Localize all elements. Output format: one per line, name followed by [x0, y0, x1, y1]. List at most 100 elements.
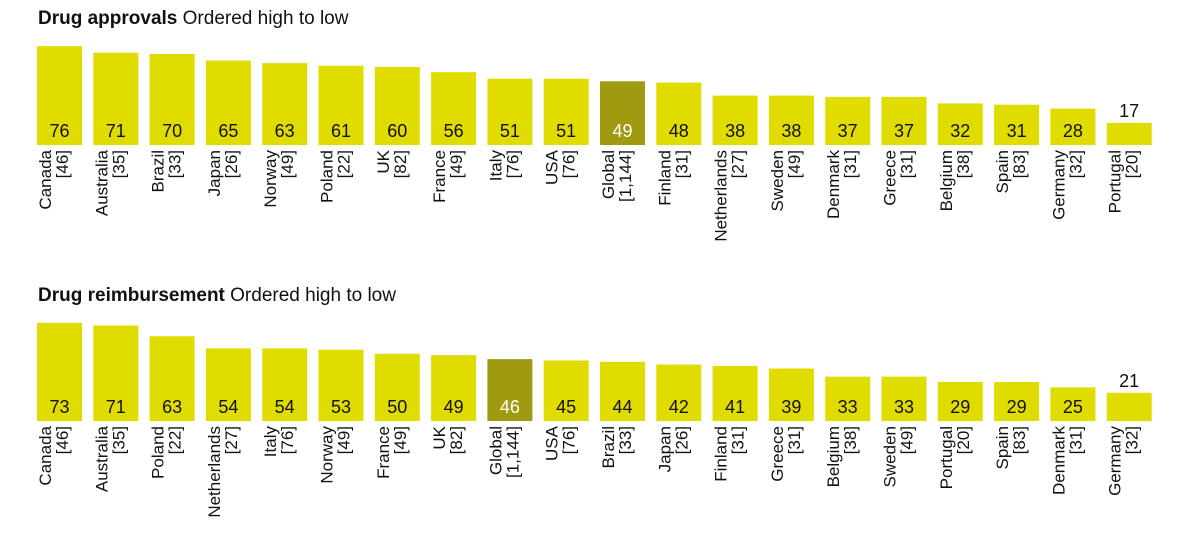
approvals-category-count: [35]: [109, 150, 128, 178]
approvals-category-label-brazil: Brazil[33]: [149, 150, 185, 193]
reimbursement-category-name: Italy: [261, 426, 280, 458]
reimbursement-category-name: Sweden: [881, 426, 900, 487]
approvals-category-name: Brazil: [149, 150, 168, 193]
reimbursement-category-count: [33]: [616, 426, 635, 454]
approvals-category-label-canada: Canada[46]: [36, 149, 72, 209]
approvals-value-greece: 37: [894, 121, 914, 141]
reimbursement-category-label-germany: Germany[32]: [1106, 426, 1142, 496]
approvals-category-label-australia: Australia[35]: [92, 149, 128, 216]
reimbursement-category-label-denmark: Denmark[31]: [1049, 426, 1085, 495]
reimbursement-value-greece: 39: [781, 397, 801, 417]
approvals-category-name: Denmark: [824, 150, 843, 219]
reimbursement-bar-japan: [656, 364, 702, 421]
approvals-value-japan: 65: [218, 121, 238, 141]
reimbursement-category-name: Denmark: [1049, 426, 1068, 495]
approvals-category-name: Poland: [318, 150, 337, 203]
approvals-category-name: USA: [543, 149, 562, 185]
approvals-category-label-spain: Spain[83]: [993, 150, 1029, 193]
reimbursement-category-name: Brazil: [599, 426, 618, 469]
reimbursement-bar-italy: [262, 348, 308, 421]
reimbursement-value-denmark: 25: [1063, 397, 1083, 417]
reimbursement-bar-sweden: [881, 376, 927, 421]
reimbursement-category-label-greece: Greece[31]: [768, 426, 804, 482]
approvals-value-poland: 61: [331, 121, 351, 141]
reimbursement-category-label-sweden: Sweden[49]: [881, 426, 917, 487]
reimbursement-bar-norway: [318, 349, 364, 421]
reimbursement-category-name: Germany: [1106, 426, 1125, 496]
approvals-category-name: Sweden: [768, 150, 787, 211]
reimbursement-value-uk: 49: [444, 397, 464, 417]
approvals-bar-poland: [318, 65, 364, 145]
approvals-bar-greece: [881, 96, 927, 145]
reimbursement-category-label-belgium: Belgium[38]: [824, 426, 860, 487]
reimbursement-category-name: Canada: [36, 425, 55, 485]
reimbursement-value-usa: 45: [556, 397, 576, 417]
approvals-category-count: [49]: [447, 150, 466, 178]
reimbursement-value-belgium: 33: [838, 397, 858, 417]
approvals-bar-norway: [262, 63, 308, 145]
approvals-bar-global: [600, 81, 645, 145]
approvals-subtitle: Ordered high to low: [182, 8, 349, 29]
reimbursement-value-canada: 73: [49, 397, 69, 417]
reimbursement-category-label-japan: Japan[26]: [655, 426, 691, 472]
reimbursement-bar-france: [374, 353, 420, 421]
reimbursement-category-name: Portugal: [937, 426, 956, 489]
reimbursement-bar-spain: [994, 381, 1040, 421]
reimbursement-category-label-usa: USA[76]: [543, 425, 579, 461]
approvals-category-label-sweden: Sweden[49]: [768, 150, 804, 211]
reimbursement-value-finland: 41: [725, 397, 745, 417]
approvals-category-name: Netherlands: [712, 150, 731, 242]
reimbursement-category-count: [35]: [109, 426, 128, 454]
reimbursement-category-label-australia: Australia[35]: [92, 425, 128, 492]
reimbursement-category-count: [49]: [335, 426, 354, 454]
approvals-category-count: [49]: [278, 150, 297, 178]
approvals-bars: 76 Canada[46] 71 Australia[35] 70 Brazil[33] 6…: [36, 46, 1152, 242]
reimbursement-value-france: 50: [387, 397, 407, 417]
reimbursement-category-label-canada: Canada[46]: [36, 425, 72, 485]
approvals-category-count: [32]: [1066, 150, 1085, 178]
approvals-value-france: 56: [444, 121, 464, 141]
approvals-bar-brazil: [149, 54, 195, 145]
approvals-category-label-global: Global[1,144]: [599, 150, 635, 202]
reimbursement-category-name: Australia: [92, 425, 111, 492]
reimbursement-value-australia: 71: [106, 397, 126, 417]
approvals-value-uk: 60: [387, 121, 407, 141]
reimbursement-category-label-italy: Italy[76]: [261, 426, 297, 458]
reimbursement-category-label-spain: Spain[83]: [993, 426, 1029, 469]
approvals-value-italy: 51: [500, 121, 520, 141]
reimbursement-category-label-france: France[49]: [374, 426, 410, 479]
approvals-value-australia: 71: [106, 121, 126, 141]
approvals-category-count: [33]: [166, 150, 185, 178]
approvals-category-count: [31]: [841, 150, 860, 178]
reimbursement-bar-uk: [431, 355, 477, 421]
reimbursement-category-name: Finland: [712, 426, 731, 482]
approvals-bar-japan: [205, 60, 251, 145]
approvals-value-norway: 63: [275, 121, 295, 141]
reimbursement-category-count: [32]: [1123, 426, 1142, 454]
approvals-bar-portugal: [1106, 122, 1152, 145]
reimbursement-value-sweden: 33: [894, 397, 914, 417]
approvals-bar-netherlands: [712, 95, 758, 145]
reimbursement-category-name: Global: [486, 426, 505, 475]
approvals-category-label-uk: UK[82]: [374, 149, 410, 178]
approvals-category-count: [26]: [222, 150, 241, 178]
reimbursement-category-name: Norway: [318, 426, 337, 484]
approvals-value-portugal: 17: [1119, 101, 1139, 121]
approvals-bar-italy: [487, 78, 533, 145]
approvals-category-name: France: [430, 150, 449, 203]
approvals-bar-spain: [994, 104, 1040, 145]
reimbursement-bar-portugal: [937, 381, 983, 421]
approvals-bar-finland: [656, 82, 702, 145]
approvals-bar-denmark: [825, 96, 871, 145]
approvals-category-count: [27]: [729, 150, 748, 178]
approvals-bar-sweden: [768, 95, 814, 145]
reimbursement-bar-greece: [768, 368, 814, 421]
reimbursement-value-japan: 42: [669, 397, 689, 417]
reimbursement-category-name: Netherlands: [205, 426, 224, 518]
reimbursement-category-label-brazil: Brazil[33]: [599, 426, 635, 469]
reimbursement-value-spain: 29: [1007, 397, 1027, 417]
approvals-bar-germany: [1050, 108, 1096, 145]
approvals-category-name: Belgium: [937, 150, 956, 211]
approvals-category-name: Japan: [205, 150, 224, 196]
